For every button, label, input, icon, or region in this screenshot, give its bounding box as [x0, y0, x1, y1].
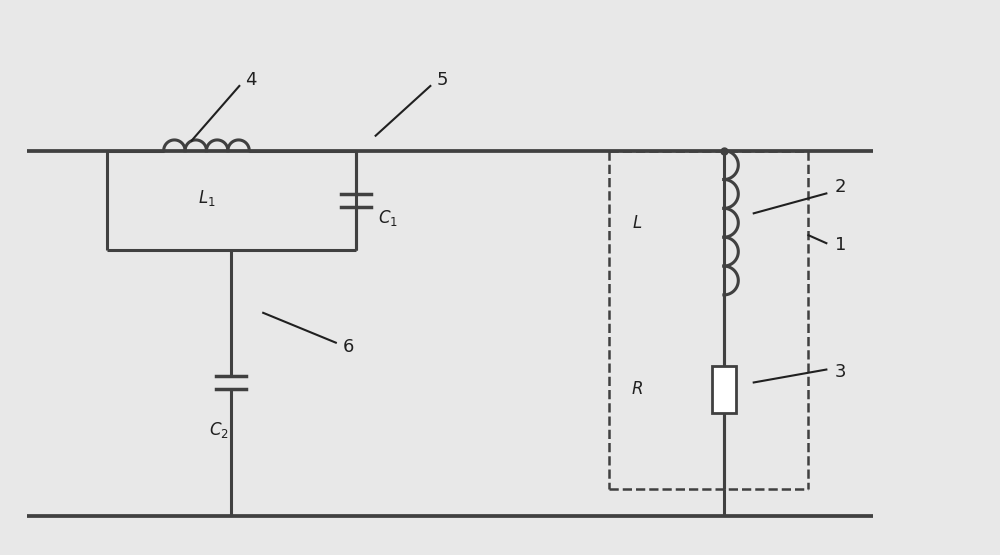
Text: 5: 5: [437, 71, 448, 89]
Bar: [712, 366, 736, 413]
Text: 3: 3: [835, 362, 846, 381]
Text: 2: 2: [835, 179, 846, 196]
Text: 4: 4: [246, 71, 257, 89]
Text: $L$: $L$: [632, 214, 642, 232]
Text: $R$: $R$: [631, 380, 643, 398]
Text: 1: 1: [835, 236, 846, 254]
Text: $C_2$: $C_2$: [209, 420, 229, 440]
Text: $C_1$: $C_1$: [378, 208, 398, 228]
Text: $L_1$: $L_1$: [198, 189, 215, 209]
Text: 6: 6: [343, 337, 354, 356]
